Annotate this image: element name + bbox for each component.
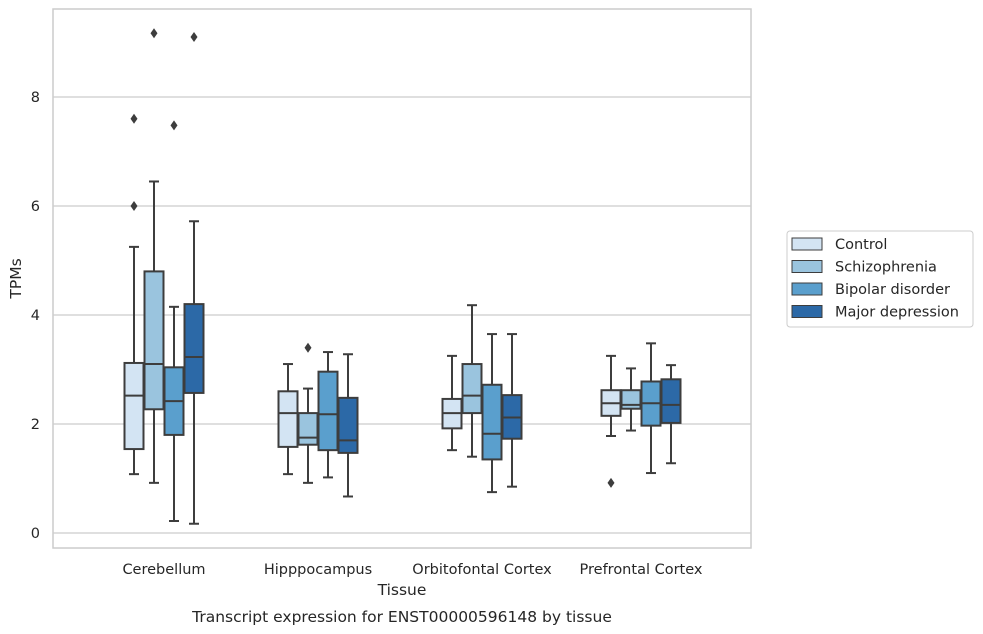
box-control-orbitofontal-cortex xyxy=(441,354,463,452)
box-schizophrenia-hipppocampus xyxy=(297,342,319,484)
box-iqr xyxy=(297,412,319,446)
plot-frame xyxy=(52,8,752,549)
box-bipolar-disorder-prefrontal-cortex xyxy=(640,342,662,475)
box-iqr xyxy=(481,383,503,461)
box-iqr xyxy=(660,378,682,424)
y-tick-label: 4 xyxy=(31,308,40,324)
y-axis-title: TPMs xyxy=(7,258,25,299)
box-iqr xyxy=(620,389,642,410)
box-major-depression-prefrontal-cortex xyxy=(660,364,682,465)
box-bipolar-disorder-hipppocampus xyxy=(317,351,339,479)
outlier-point xyxy=(130,201,138,211)
box-bipolar-disorder-cerebellum xyxy=(163,120,185,523)
legend-label: Control xyxy=(835,237,887,253)
box-iqr xyxy=(123,361,145,451)
box-control-cerebellum xyxy=(123,113,145,476)
box-iqr xyxy=(183,303,205,394)
x-tick-label: Hipppocampus xyxy=(264,562,372,578)
y-tick-labels: 0 2 4 6 8 xyxy=(31,90,40,542)
legend-label: Schizophrenia xyxy=(835,260,937,276)
legend-label: Major depression xyxy=(835,305,959,321)
x-tick-label: Cerebellum xyxy=(122,562,205,578)
x-tick-label: Orbitofontal Cortex xyxy=(412,562,552,578)
legend-swatch xyxy=(791,282,823,296)
outlier-point xyxy=(304,342,312,353)
box-iqr xyxy=(143,270,165,411)
y-tick-label: 0 xyxy=(31,526,40,542)
box-control-prefrontal-cortex xyxy=(600,354,622,488)
legend-label: Bipolar disorder xyxy=(835,282,950,298)
outlier-point xyxy=(607,477,615,488)
box-major-depression-cerebellum xyxy=(183,32,205,525)
legend-swatch xyxy=(791,305,823,318)
box-iqr xyxy=(317,370,339,452)
figure-caption: Transcript expression for ENST0000059614… xyxy=(191,608,612,626)
x-axis-title: Tissue xyxy=(377,581,427,599)
y-tick-label: 6 xyxy=(31,199,40,215)
legend: Control Schizophrenia Bipolar disorder Majo… xyxy=(786,230,974,328)
legend-frame xyxy=(786,230,974,328)
y-tick-label: 2 xyxy=(31,417,40,433)
box-iqr xyxy=(461,363,483,415)
box-iqr xyxy=(277,390,299,448)
x-tick-label: Prefrontal Cortex xyxy=(580,562,703,578)
outlier-point xyxy=(170,120,178,131)
box-major-depression-hipppocampus xyxy=(337,353,359,498)
box-iqr xyxy=(337,396,359,454)
box-schizophrenia-prefrontal-cortex xyxy=(620,367,642,432)
box-schizophrenia-orbitofontal-cortex xyxy=(461,304,483,458)
outlier-point xyxy=(150,28,158,39)
outlier-point xyxy=(130,113,138,124)
box-bipolar-disorder-orbitofontal-cortex xyxy=(481,333,503,494)
boxes xyxy=(123,28,682,525)
legend-swatch xyxy=(791,237,823,251)
outlier-point xyxy=(190,32,198,43)
y-tick-label: 8 xyxy=(31,90,40,106)
legend-swatch xyxy=(791,260,823,273)
x-tick-labels: Cerebellum Hipppocampus Orbitofontal Corte… xyxy=(122,562,702,578)
box-major-depression-orbitofontal-cortex xyxy=(501,333,523,488)
box-control-hipppocampus xyxy=(277,363,299,476)
box-schizophrenia-cerebellum xyxy=(143,28,165,484)
